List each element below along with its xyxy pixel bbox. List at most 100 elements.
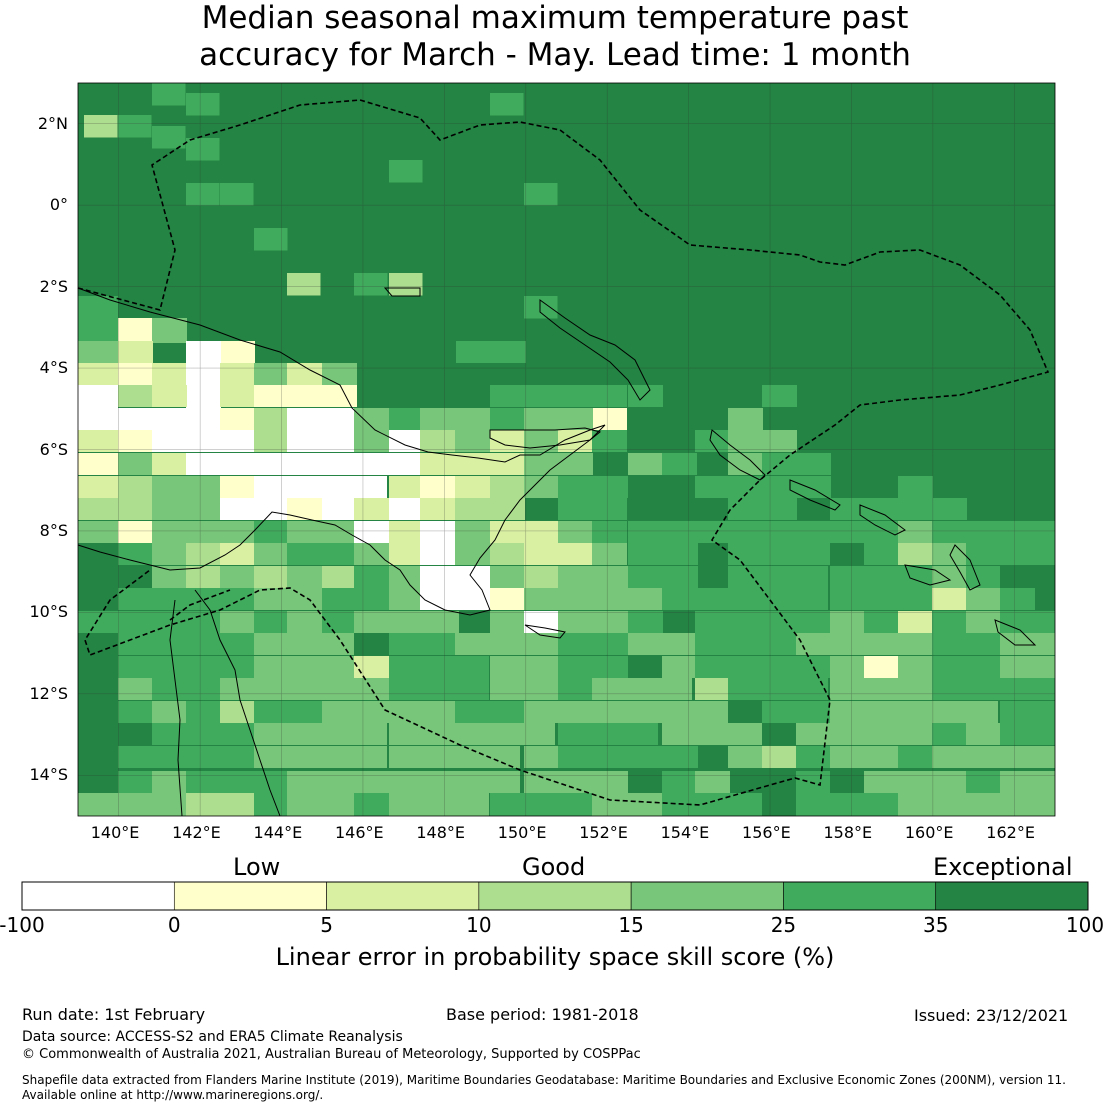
skill-cell — [152, 385, 187, 407]
skill-cell — [152, 566, 187, 588]
skill-cell — [186, 746, 256, 768]
new-britain — [489, 427, 602, 449]
colorbar-blocks — [21, 881, 1089, 911]
colorbar-tick-label: 35 — [922, 913, 949, 937]
skill-cell — [186, 588, 256, 610]
skill-cell — [898, 656, 933, 678]
skill-cell — [524, 183, 558, 206]
skill-cell — [354, 273, 388, 296]
skill-cell — [354, 566, 389, 588]
colorbar-tick-label: 100 — [1065, 913, 1105, 937]
skill-cell — [830, 521, 865, 543]
colorbar-category-low: Low — [233, 853, 281, 881]
skill-cell — [762, 701, 832, 723]
skill-cell — [932, 746, 967, 768]
skill-cell — [558, 476, 628, 498]
skill-cell — [287, 588, 322, 610]
skill-cell — [490, 656, 560, 678]
skill-cell — [78, 430, 118, 452]
skill-cell — [592, 588, 662, 610]
skill-cell — [628, 521, 663, 543]
skill-cell — [220, 543, 255, 565]
skill-cell — [152, 521, 187, 543]
colorbar-frame — [21, 881, 1089, 911]
skill-cell — [456, 341, 526, 363]
run-date: Run date: 1st February — [22, 1005, 206, 1024]
skill-cell — [932, 723, 967, 745]
skill-cell — [420, 498, 455, 520]
skill-cell — [558, 566, 593, 588]
skill-cell — [118, 318, 153, 343]
skill-cell — [628, 385, 663, 407]
skill-cell — [490, 453, 525, 475]
skill-cell — [287, 611, 322, 633]
shapefile-url: Available online at http://www.marinereg… — [22, 1088, 324, 1102]
colorbar-category-exceptional: Exceptional — [933, 853, 1073, 881]
skill-cell — [1000, 543, 1055, 565]
skill-cell — [186, 793, 256, 816]
skill-cell — [152, 611, 187, 633]
colorbar-block — [326, 881, 480, 911]
skill-cell — [796, 746, 831, 768]
skill-cell — [186, 453, 221, 475]
longitude-label: 140°E — [90, 823, 140, 842]
colorbar-tick-label: 0 — [167, 913, 181, 937]
skill-cell — [220, 678, 255, 700]
skill-cell — [420, 701, 455, 723]
colorbar-block — [21, 881, 175, 911]
skill-cell — [420, 588, 490, 610]
skill-cell — [490, 498, 525, 520]
skill-cell — [186, 678, 221, 700]
skill-cell — [628, 611, 663, 633]
skill-cell — [354, 498, 389, 520]
skill-cell — [389, 543, 424, 565]
skill-cell — [118, 633, 153, 655]
skill-cell — [420, 566, 455, 588]
skill-cell — [524, 633, 559, 655]
skill-cell — [830, 498, 865, 520]
skill-cell — [662, 588, 697, 610]
skill-cell — [796, 476, 831, 498]
skill-cell — [322, 771, 357, 793]
colorbar-block — [630, 881, 784, 911]
skill-cell — [287, 498, 322, 520]
skill-cell — [524, 746, 559, 768]
skill-cell — [152, 793, 187, 816]
skill-cell — [287, 566, 322, 588]
skill-cell — [762, 656, 797, 678]
skill-cell — [662, 793, 762, 816]
skill-cell — [796, 543, 831, 565]
shapefile-credit: Shapefile data extracted from Flanders M… — [22, 1073, 1066, 1087]
skill-cell — [762, 430, 797, 452]
skill-cell — [898, 543, 933, 565]
skill-cell — [1000, 701, 1055, 723]
skill-cell — [220, 521, 255, 543]
skill-cell — [490, 543, 525, 565]
longitude-label: 156°E — [742, 823, 791, 842]
copyright: © Commonwealth of Australia 2021, Austra… — [22, 1047, 641, 1062]
issued-date: Issued: 23/12/2021 — [914, 1006, 1069, 1025]
map-title: Median seasonal maximum temperature past… — [0, 0, 1110, 74]
skill-cell — [695, 656, 765, 678]
skill-cell — [389, 521, 424, 543]
solomon-malaita — [949, 544, 981, 591]
skill-cell — [490, 793, 560, 816]
skill-cell — [420, 453, 455, 475]
skill-cell — [287, 408, 357, 430]
skill-cell — [864, 723, 899, 745]
skill-cell — [78, 611, 118, 633]
skill-cell — [420, 771, 520, 793]
skill-cell — [830, 701, 865, 723]
skill-cell — [389, 476, 424, 498]
skill-cell — [220, 430, 255, 452]
skill-cell — [695, 611, 730, 633]
skill-cell — [420, 746, 520, 768]
skill-cell — [220, 183, 254, 206]
coastlines — [77, 287, 1037, 817]
skill-cell — [186, 543, 221, 565]
skill-cell — [728, 430, 763, 452]
skill-cell — [524, 476, 559, 498]
skill-cell — [695, 771, 730, 793]
eez-australia-south — [169, 589, 231, 621]
colorbar-tick-label: 15 — [618, 913, 644, 937]
